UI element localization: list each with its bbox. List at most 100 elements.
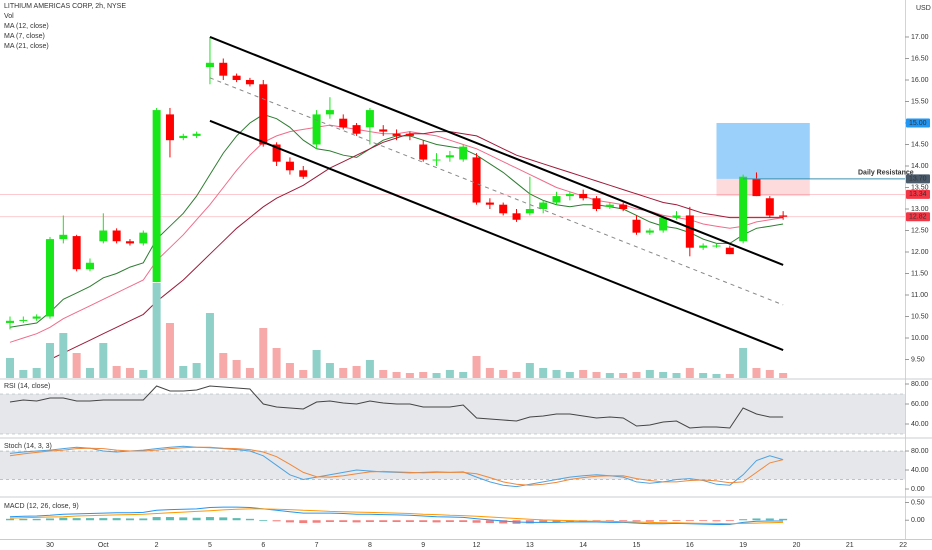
volume-bar bbox=[512, 372, 521, 378]
volume-bar bbox=[179, 366, 188, 378]
candle-body bbox=[565, 193, 574, 197]
volume-bar bbox=[365, 360, 374, 378]
candle-body bbox=[272, 144, 281, 162]
volume-bar bbox=[485, 368, 494, 378]
y-tick-label: 16.50 bbox=[911, 55, 929, 62]
candle-body bbox=[179, 135, 188, 139]
histogram-bar bbox=[685, 520, 694, 522]
price-tag bbox=[906, 189, 930, 199]
histogram-bar bbox=[405, 520, 414, 523]
y-tick-label: 0.50 bbox=[911, 499, 925, 506]
histogram-bar bbox=[112, 518, 121, 521]
trendline bbox=[209, 119, 784, 351]
y-tick-label: 10.50 bbox=[911, 313, 929, 320]
histogram-bar bbox=[619, 520, 628, 522]
candle-body bbox=[605, 204, 614, 207]
volume-bar bbox=[459, 372, 468, 378]
price-tag bbox=[906, 212, 930, 222]
volume-bar bbox=[45, 343, 54, 378]
histogram-bar bbox=[592, 520, 601, 522]
volume-bar bbox=[592, 372, 601, 378]
y-tick-label: 14.00 bbox=[911, 163, 929, 170]
candle-body bbox=[6, 320, 14, 323]
y-tick-label: 15.50 bbox=[911, 98, 929, 105]
candle-body bbox=[152, 110, 161, 283]
pane-title: MACD (12, 26, close, 9) bbox=[4, 503, 79, 510]
candle-body bbox=[685, 215, 694, 248]
candle-body bbox=[779, 215, 788, 217]
histogram-bar bbox=[125, 518, 134, 521]
histogram-bar bbox=[45, 518, 54, 521]
y-tick-label: 12.50 bbox=[911, 227, 929, 234]
candle-body bbox=[85, 262, 94, 270]
indicator-line bbox=[9, 385, 784, 429]
volume-bar bbox=[539, 368, 548, 378]
volume-bar bbox=[259, 328, 268, 378]
legend-entry: MA (21, close) bbox=[4, 43, 49, 50]
volume-bar bbox=[552, 370, 561, 378]
y-tick-label: 40.00 bbox=[911, 467, 929, 474]
histogram-bar bbox=[645, 520, 654, 522]
volume-bar bbox=[392, 372, 401, 378]
histogram-bar bbox=[419, 520, 428, 523]
histogram-bar bbox=[752, 518, 761, 521]
candle-body bbox=[592, 198, 601, 209]
currency: USD bbox=[916, 5, 931, 12]
volume-bar bbox=[99, 343, 108, 378]
candle-body bbox=[405, 133, 414, 136]
candle-body bbox=[765, 198, 774, 216]
histogram-bar bbox=[299, 520, 308, 524]
candle-body bbox=[539, 202, 548, 209]
histogram-bar bbox=[259, 520, 268, 522]
y-tick-label: 80.00 bbox=[911, 381, 929, 388]
candle-body bbox=[712, 245, 721, 247]
histogram-bar bbox=[19, 518, 28, 521]
y-tick-label: 60.00 bbox=[911, 401, 929, 408]
x-tick-label: 21 bbox=[846, 542, 854, 549]
histogram-bar bbox=[285, 520, 294, 523]
candle-body bbox=[579, 193, 588, 199]
x-tick-label: 20 bbox=[793, 542, 801, 549]
histogram-bar bbox=[152, 517, 161, 521]
volume-bar bbox=[59, 333, 68, 378]
volume-bar bbox=[472, 356, 481, 378]
volume-bar bbox=[712, 374, 721, 378]
histogram-bar bbox=[165, 517, 174, 521]
histogram-bar bbox=[339, 520, 348, 523]
indicator-line bbox=[9, 446, 784, 486]
histogram-bar bbox=[699, 520, 708, 522]
volume-bar bbox=[445, 370, 454, 378]
volume-bar bbox=[419, 372, 428, 378]
histogram-bar bbox=[192, 517, 201, 521]
volume-bar bbox=[219, 353, 228, 378]
candle-body bbox=[485, 202, 494, 205]
histogram-bar bbox=[552, 520, 561, 523]
candle-body bbox=[659, 217, 668, 231]
volume-bar bbox=[379, 370, 388, 378]
position-target bbox=[716, 122, 810, 179]
resistance-label: Daily Resistance bbox=[858, 170, 914, 177]
indicator-line bbox=[9, 508, 784, 525]
histogram-bar bbox=[99, 518, 108, 521]
volume-bar bbox=[192, 363, 201, 378]
histogram-bar bbox=[472, 520, 481, 523]
volume-bar bbox=[352, 366, 361, 378]
y-tick-label: 11.00 bbox=[911, 292, 928, 299]
candle-body bbox=[285, 161, 294, 171]
histogram-bar bbox=[272, 520, 281, 522]
volume-bar bbox=[232, 360, 241, 378]
y-tick-label: 10.00 bbox=[911, 335, 929, 342]
histogram-bar bbox=[245, 518, 254, 521]
volume-bar bbox=[125, 368, 134, 378]
candle-body bbox=[752, 178, 761, 197]
candle-body bbox=[192, 133, 201, 136]
volume-bar bbox=[285, 363, 294, 378]
pane-title: Vol bbox=[4, 13, 14, 20]
histogram-bar bbox=[499, 520, 508, 524]
volume-bar bbox=[32, 368, 41, 378]
candle-body bbox=[32, 316, 41, 319]
volume-bar bbox=[245, 368, 254, 378]
histogram-bar bbox=[605, 520, 614, 522]
candle-body bbox=[299, 170, 308, 177]
volume-bar bbox=[312, 350, 321, 378]
